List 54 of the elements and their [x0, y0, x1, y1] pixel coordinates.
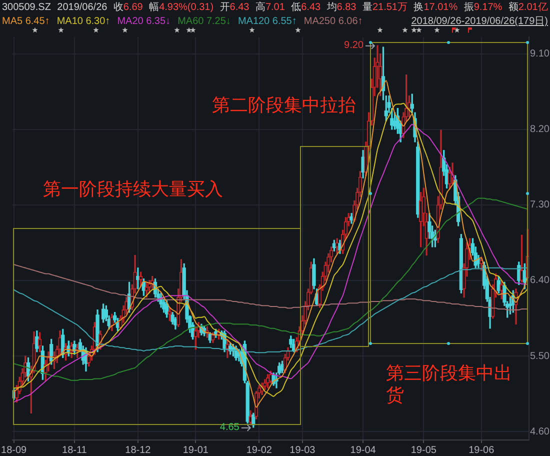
annotation: 第二阶段集中拉抬	[212, 94, 356, 117]
text: 幅4.93%(0.31)	[149, 2, 214, 13]
annotation: 第一阶段持续大量买入	[42, 179, 223, 202]
text: 开6.43	[220, 2, 250, 13]
y-tick-label: 5.50	[530, 350, 550, 362]
annotation: 4.65	[220, 422, 240, 434]
candlestick	[418, 192, 423, 248]
candlestick	[448, 166, 452, 188]
candlestick	[38, 332, 42, 352]
x-tick-label: 19-03	[290, 444, 316, 456]
x-tick-label: 19-04	[350, 444, 376, 456]
text: 振9.17%	[464, 2, 502, 13]
candlestick	[226, 338, 230, 358]
candlestick	[194, 326, 198, 350]
candlestick	[248, 410, 252, 426]
text: 300509.SZ	[2, 1, 51, 15]
text: MA20 6.35↓	[117, 15, 171, 29]
candlestick	[168, 307, 172, 322]
y-tick-label: 6.40	[530, 275, 550, 286]
candlestick	[500, 280, 504, 300]
x-tick-label: 19-05	[410, 444, 437, 456]
y-tick-label: 8.20	[530, 124, 550, 136]
x-tick-label: 18-12	[125, 444, 152, 456]
annotation: 第三阶段集中出货	[386, 363, 513, 408]
x-tick-label: 19-06	[468, 444, 495, 456]
text: 2018/09/26-2019/06/26(179日)	[411, 15, 548, 29]
y-tick-label: 9.10	[530, 48, 550, 60]
text: 高7.01	[255, 2, 285, 13]
text: 收6.69	[113, 2, 143, 13]
line-series	[13, 198, 528, 381]
candlestick	[138, 272, 143, 287]
text: 低6.43	[291, 2, 321, 13]
text: MA5 6.45↑	[2, 15, 50, 29]
x-tick-label: 18-11	[62, 444, 88, 456]
candlestick	[110, 314, 114, 332]
text: 量21.51万	[362, 2, 408, 13]
text: MA120 6.55↑	[238, 15, 297, 29]
candlestick	[144, 282, 148, 298]
text: 2019/06/26	[57, 1, 108, 15]
text: 均6.83	[326, 2, 356, 13]
text: 额2.01亿	[508, 2, 548, 13]
text: 换17.01%	[414, 2, 458, 13]
candlestick	[211, 332, 215, 343]
candlestick	[335, 238, 339, 254]
x-tick-label: 18-09	[1, 444, 28, 456]
x-tick-label: 19-02	[246, 444, 272, 456]
x-tick-label: 19-01	[182, 444, 209, 456]
text: MA250 6.06↑	[304, 15, 363, 29]
y-tick-label: 7.30	[530, 200, 550, 211]
text: MA60 7.25↓	[178, 15, 231, 29]
y-tick-label: 4.60	[530, 426, 550, 438]
text: MA10 6.30↑	[56, 15, 110, 29]
candlestick	[520, 234, 524, 282]
annotation: 9.20	[344, 40, 364, 52]
